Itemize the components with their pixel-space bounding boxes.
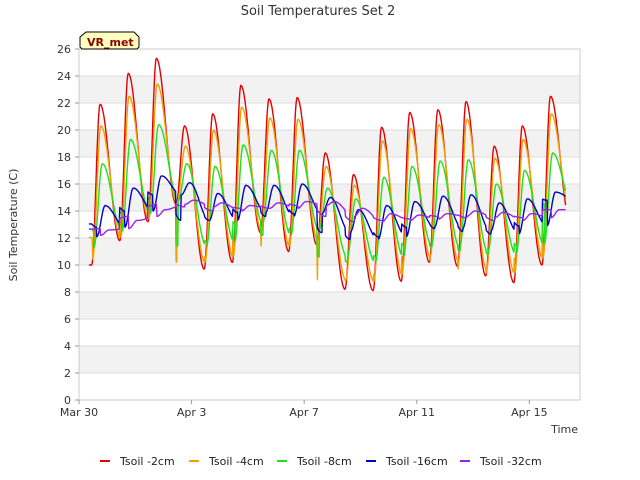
series-line-4 xyxy=(88,175,566,241)
grid-band xyxy=(79,292,580,319)
series-line-5 xyxy=(88,199,566,237)
x-tick-label: Apr 15 xyxy=(511,406,548,419)
y-tick-label: 6 xyxy=(64,313,71,326)
y-tick-label: 4 xyxy=(64,340,71,353)
chart-title: Soil Temperatures Set 2 xyxy=(241,4,396,19)
x-tick-labels: Mar 30 Apr 3 Apr 7 Apr 11 Apr 15 xyxy=(60,400,548,419)
plot-bands xyxy=(79,76,580,373)
y-tick-label: 24 xyxy=(57,70,71,83)
series-lines xyxy=(88,57,567,292)
series-line-2 xyxy=(88,83,567,282)
y-tick-label: 8 xyxy=(64,286,71,299)
y-tick-label: 20 xyxy=(57,124,71,137)
y-tick-label: 10 xyxy=(57,259,71,272)
x-tick-label: Apr 11 xyxy=(398,406,435,419)
y-tick-label: 22 xyxy=(57,97,71,110)
legend: Tsoil -2cm Tsoil -4cm Tsoil -8cm Tsoil -16c… xyxy=(100,455,542,468)
y-tick-label: 0 xyxy=(64,394,71,407)
y-tick-label: 2 xyxy=(64,367,71,380)
legend-label: Tsoil -4cm xyxy=(208,455,264,468)
y-tick-label: 26 xyxy=(57,43,71,56)
x-tick-label: Mar 30 xyxy=(60,406,98,419)
x-axis-label: Time xyxy=(550,423,578,436)
vr-met-tag-label: VR_met xyxy=(87,36,134,49)
y-tick-label: 12 xyxy=(57,232,71,245)
y-tick-label: 18 xyxy=(57,151,71,164)
y-tick-label: 16 xyxy=(57,178,71,191)
vr-met-tag: VR_met xyxy=(79,31,140,50)
plot-frame xyxy=(78,48,581,401)
series-line-3 xyxy=(88,123,567,263)
legend-label: Tsoil -16cm xyxy=(385,455,448,468)
y-axis-label: Soil Temperature (C) xyxy=(7,169,20,282)
x-tick-label: Apr 7 xyxy=(289,406,319,419)
x-tick-label: Apr 3 xyxy=(177,406,207,419)
grid-band xyxy=(79,238,580,265)
y-tick-label: 14 xyxy=(57,205,71,218)
legend-label: Tsoil -2cm xyxy=(119,455,175,468)
grid-band xyxy=(79,346,580,373)
legend-label: Tsoil -32cm xyxy=(479,455,542,468)
legend-label: Tsoil -8cm xyxy=(296,455,352,468)
